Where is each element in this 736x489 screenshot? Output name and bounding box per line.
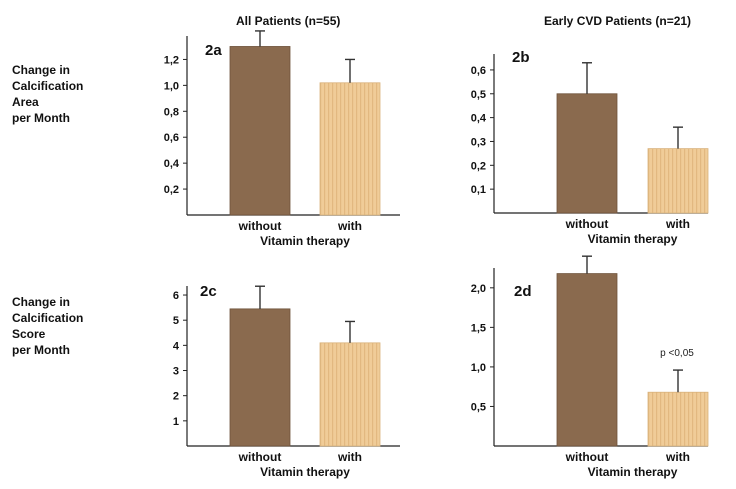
y-tick-label: 0,4 (164, 158, 180, 170)
y-tick-label: 5 (173, 315, 179, 327)
row-label-score-line: Score (12, 327, 46, 341)
row-label-score-line: Calcification (12, 311, 84, 325)
row-label-score: Change in Calcification Score per Month (12, 294, 83, 358)
category-label: with (337, 219, 362, 233)
y-tick-label: 3 (173, 366, 179, 378)
row-label-area-line: Calcification (12, 79, 84, 93)
y-tick-label: 0,6 (471, 65, 486, 77)
y-tick-label: 1,2 (164, 54, 179, 66)
x-axis-label: Vitamin therapy (588, 465, 678, 479)
bar-without (229, 46, 291, 216)
x-axis-label: Vitamin therapy (588, 232, 678, 246)
y-tick-label: 1,0 (164, 80, 179, 92)
y-tick-label: 6 (173, 290, 179, 302)
panel-label: 2a (205, 42, 222, 59)
panel-label: 2d (514, 283, 532, 300)
bar-with (647, 148, 709, 214)
bar-with (647, 391, 709, 447)
y-tick-label: 1 (173, 416, 179, 428)
row-label-area: Change in Calcification Area per Month (12, 62, 83, 126)
category-label: without (565, 217, 609, 231)
row-label-area-line: Area (12, 95, 39, 109)
y-tick-label: 0,5 (471, 89, 486, 101)
y-tick-label: 1,5 (471, 322, 486, 334)
category-label: without (238, 219, 282, 233)
y-tick-label: 0,4 (471, 113, 487, 125)
category-label: with (665, 450, 690, 464)
y-tick-label: 0,5 (471, 401, 486, 413)
row-label-score-line: Change in (12, 295, 71, 309)
row-label-score-line: per Month (12, 343, 70, 357)
column-title-early-cvd: Early CVD Patients (n=21) (544, 14, 692, 28)
bar-without (556, 93, 618, 214)
bar-with (319, 82, 381, 216)
y-tick-label: 4 (173, 340, 180, 352)
category-label: with (665, 217, 690, 231)
y-tick-label: 0,6 (164, 132, 179, 144)
y-tick-label: 1,0 (471, 362, 486, 374)
x-axis-label: Vitamin therapy (260, 465, 350, 479)
row-label-area-line: per Month (12, 111, 70, 125)
panel-label: 2c (200, 283, 217, 300)
bar-without (229, 308, 291, 447)
y-tick-label: 0,2 (471, 160, 486, 172)
category-label: without (238, 450, 282, 464)
significance-annotation: p <0,05 (660, 348, 694, 359)
category-label: without (565, 450, 609, 464)
row-label-area-line: Change in (12, 63, 71, 77)
bar-with (319, 342, 381, 447)
x-axis-label: Vitamin therapy (260, 234, 350, 248)
y-tick-label: 0,2 (164, 184, 179, 196)
y-tick-label: 2 (173, 391, 179, 403)
y-tick-label: 0,8 (164, 106, 179, 118)
panel-label: 2b (512, 49, 530, 66)
y-tick-label: 0,3 (471, 136, 486, 148)
y-tick-label: 2,0 (471, 283, 486, 295)
category-label: with (337, 450, 362, 464)
y-tick-label: 0,1 (471, 184, 486, 196)
column-title-all-patients: All Patients (n=55) (236, 14, 341, 28)
bar-without (556, 273, 618, 447)
